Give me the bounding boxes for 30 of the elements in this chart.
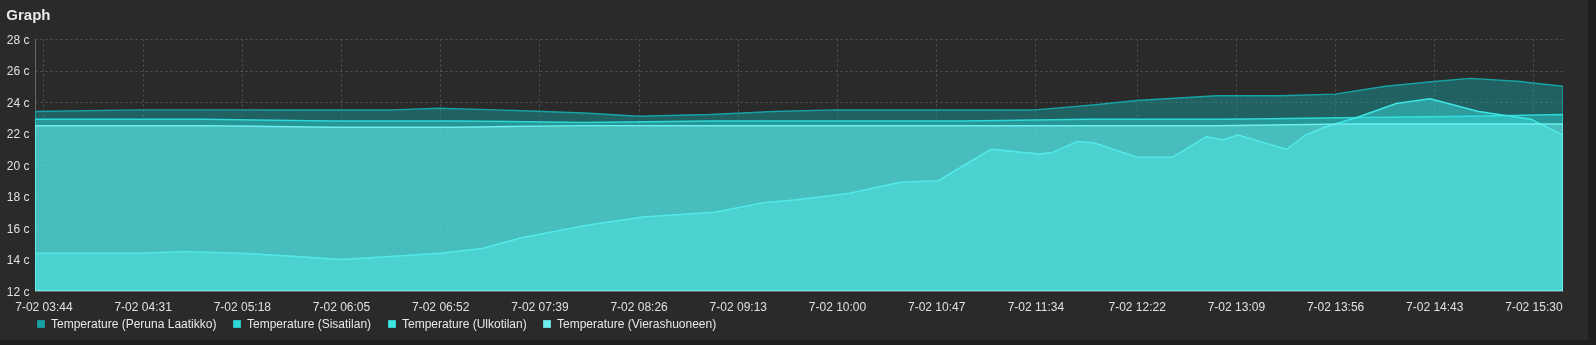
x-tick-label: 7-02 13:09 bbox=[1207, 299, 1266, 314]
y-tick-label: 24 c bbox=[6, 95, 30, 110]
y-tick-label: 12 c bbox=[6, 284, 30, 299]
x-tick-label: 7-02 13:56 bbox=[1306, 299, 1365, 314]
y-tick-label: 20 c bbox=[6, 158, 30, 173]
legend-label: Temperature (Vierashuoneen) bbox=[557, 317, 717, 331]
legend-label: Temperature (Ulkotilan) bbox=[402, 317, 527, 331]
x-tick-label: 7-02 06:05 bbox=[312, 299, 371, 314]
x-tick-label: 7-02 11:34 bbox=[1007, 299, 1065, 314]
x-tick-label: 7-02 10:47 bbox=[907, 299, 966, 314]
legend-label: Temperature (Peruna Laatikko) bbox=[51, 317, 217, 331]
y-tick-label: 18 c bbox=[6, 190, 30, 204]
x-tick-label: 7-02 12:22 bbox=[1108, 299, 1167, 314]
chart-title: Graph bbox=[6, 6, 51, 23]
x-tick-label: 7-02 10:00 bbox=[808, 299, 867, 314]
x-tick-label: 7-02 14:43 bbox=[1406, 299, 1464, 314]
x-tick-label: 7-02 06:52 bbox=[412, 299, 470, 314]
y-tick-label: 22 c bbox=[6, 127, 30, 141]
x-tick-label: 7-02 08:26 bbox=[610, 299, 669, 314]
x-tick-label: 7-02 03:44 bbox=[15, 299, 73, 314]
y-tick-label: 16 c bbox=[6, 221, 30, 236]
y-tick-label: 28 c bbox=[6, 32, 30, 47]
x-tick-label: 7-02 09:13 bbox=[709, 299, 768, 314]
legend-label: Temperature (Sisatilan) bbox=[247, 317, 372, 331]
y-tick-label: 14 c bbox=[6, 253, 30, 267]
x-tick-label: 7-02 04:31 bbox=[114, 299, 173, 314]
x-tick-label: 7-02 15:30 bbox=[1505, 299, 1563, 314]
x-tick-label: 7-02 05:18 bbox=[213, 299, 272, 314]
x-tick-label: 7-02 07:39 bbox=[511, 299, 569, 314]
y-tick-label: 26 c bbox=[6, 64, 30, 78]
